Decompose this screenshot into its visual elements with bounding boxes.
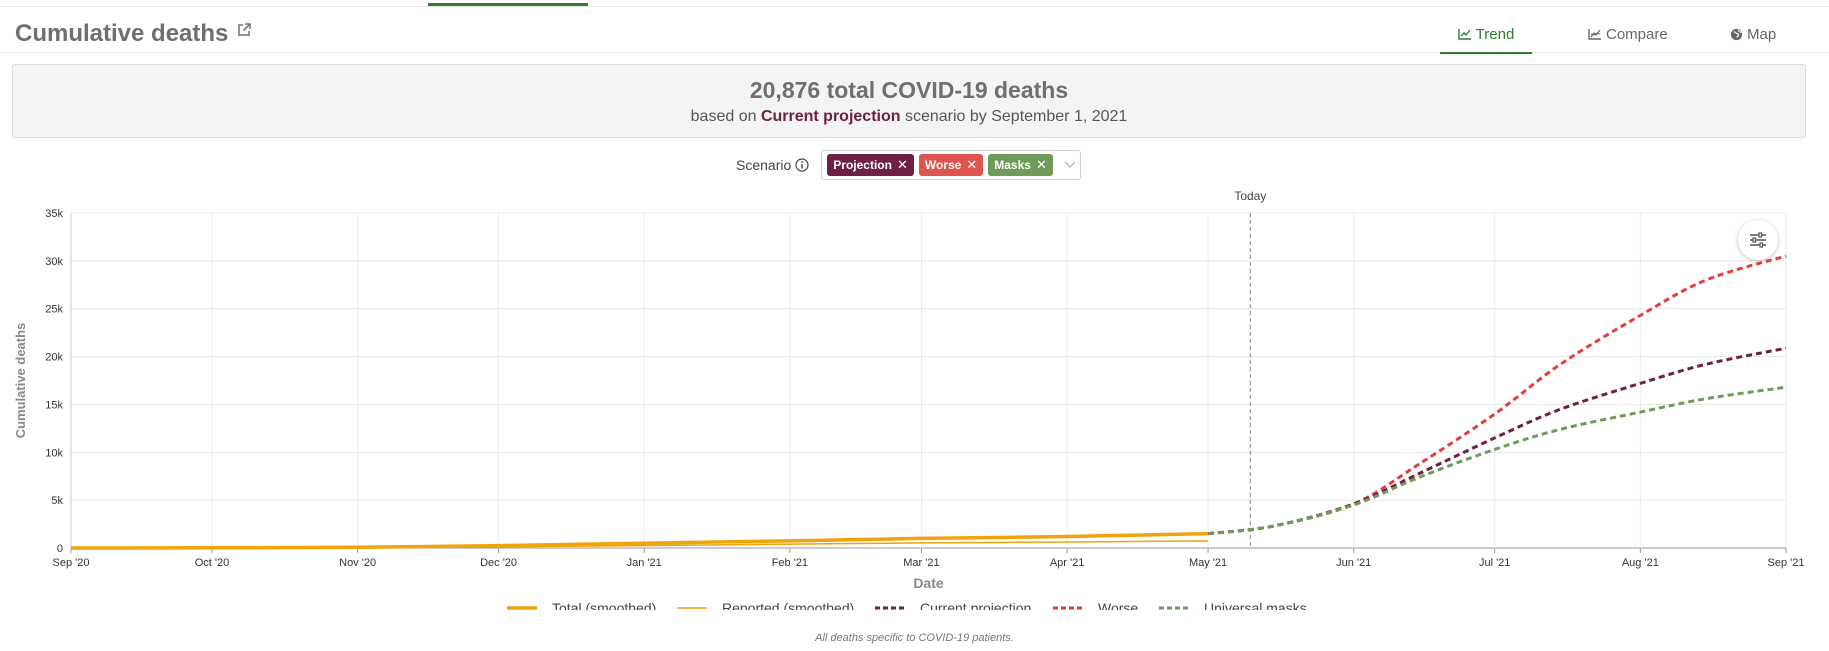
compare-chart-icon	[1588, 29, 1601, 40]
x-tick-label: Sep '21	[1768, 557, 1805, 569]
legend-label: Total (smoothed)	[552, 600, 656, 610]
close-icon[interactable]: ✕	[966, 157, 978, 172]
globe-icon	[1730, 28, 1743, 40]
tab-map-label: Map	[1747, 25, 1777, 43]
chart-footnote: All deaths specific to COVID-19 patients…	[815, 632, 1014, 644]
legend-label: Current projection	[920, 600, 1031, 610]
tab-trend[interactable]: Trend	[1440, 16, 1532, 54]
x-axis-label: Date	[913, 575, 944, 591]
x-tick-label: Aug '21	[1622, 557, 1659, 569]
summary-suffix: scenario by September 1, 2021	[904, 108, 1128, 125]
chip-masks[interactable]: Masks ✕	[988, 154, 1053, 176]
y-axis-label: Cumulative deaths	[13, 323, 28, 439]
legend-label: Reported (smoothed)	[722, 600, 854, 610]
cumulative-deaths-chart: 0 5k 10k 15k 20k 25k 30k 35k Sep '20 Oct '20 Nov '…	[13, 190, 1805, 610]
y-tick-label: 20k	[45, 352, 63, 364]
top-divider	[0, 6, 1829, 7]
today-label: Today	[1234, 190, 1266, 203]
legend-label: Worse	[1098, 600, 1138, 610]
summary-panel: 20,876 total COVID-19 deaths based on Cu…	[12, 64, 1806, 138]
x-tick-label: Sep '20	[53, 557, 90, 569]
page-header: Cumulative deaths Trend Compare Map	[0, 8, 1829, 54]
top-nav-accent	[428, 3, 588, 6]
total-deaths-headline: 20,876 total COVID-19 deaths	[13, 77, 1805, 104]
summary-scenario-name: Current projection	[760, 108, 901, 125]
y-tick-label: 5k	[51, 495, 63, 507]
y-tick-label: 35k	[45, 208, 63, 220]
x-tick-label: Mar '21	[903, 557, 939, 569]
tab-trend-label: Trend	[1475, 25, 1515, 43]
y-tick-label: 10k	[45, 447, 63, 459]
x-tick-label: Jul '21	[1479, 557, 1510, 569]
chip-projection-label: Projection	[833, 158, 892, 172]
scenario-select[interactable]: Projection ✕ Worse ✕ Masks ✕	[821, 150, 1081, 180]
line-chart-icon	[1457, 29, 1471, 40]
summary-prefix: based on	[690, 108, 757, 125]
chip-worse[interactable]: Worse ✕	[918, 154, 984, 176]
chevron-down-icon[interactable]	[1064, 161, 1076, 169]
x-tick-label: May '21	[1189, 557, 1227, 569]
info-icon[interactable]	[795, 158, 809, 172]
tab-map[interactable]: Map	[1730, 16, 1776, 52]
legend-label: Universal masks	[1204, 600, 1307, 610]
sliders-icon	[1750, 232, 1766, 248]
scenario-filter: Scenario Projection ✕ Worse ✕ Masks ✕	[736, 150, 1081, 180]
series-line-current-projection	[1207, 346, 1787, 536]
x-tick-label: Jan '21	[627, 557, 662, 569]
tab-compare[interactable]: Compare	[1588, 16, 1668, 52]
chip-projection[interactable]: Projection ✕	[827, 154, 914, 176]
scenario-label: Scenario	[736, 157, 809, 173]
external-link-icon[interactable]	[236, 22, 252, 38]
x-tick-label: Jun '21	[1336, 557, 1371, 569]
series-line-universal-masks	[1207, 385, 1787, 536]
chart-settings-button[interactable]	[1738, 220, 1778, 260]
y-tick-label: 25k	[45, 304, 63, 316]
x-tick-label: Feb '21	[772, 557, 808, 569]
summary-subtitle: based on Current projection scenario by …	[13, 108, 1805, 126]
y-tick-label: 30k	[45, 256, 63, 268]
tab-compare-label: Compare	[1606, 25, 1668, 43]
close-icon[interactable]: ✕	[1035, 157, 1047, 172]
y-tick-label: 0	[57, 543, 63, 555]
x-tick-label: Apr '21	[1050, 557, 1085, 569]
scenario-label-text: Scenario	[736, 157, 792, 173]
x-tick-label: Dec '20	[480, 557, 517, 569]
series-line-reported-smoothed	[70, 540, 1209, 549]
y-tick-label: 15k	[45, 399, 63, 411]
total-deaths-label: total COVID-19 deaths	[826, 77, 1069, 103]
series-line-worse	[1207, 254, 1787, 536]
close-icon[interactable]: ✕	[896, 157, 908, 172]
chip-masks-label: Masks	[994, 158, 1031, 172]
total-deaths-value: 20,876	[749, 77, 821, 103]
page-title: Cumulative deaths	[15, 20, 229, 47]
x-tick-label: Nov '20	[339, 557, 376, 569]
x-tick-label: Oct '20	[195, 557, 230, 569]
chip-worse-label: Worse	[924, 158, 962, 172]
